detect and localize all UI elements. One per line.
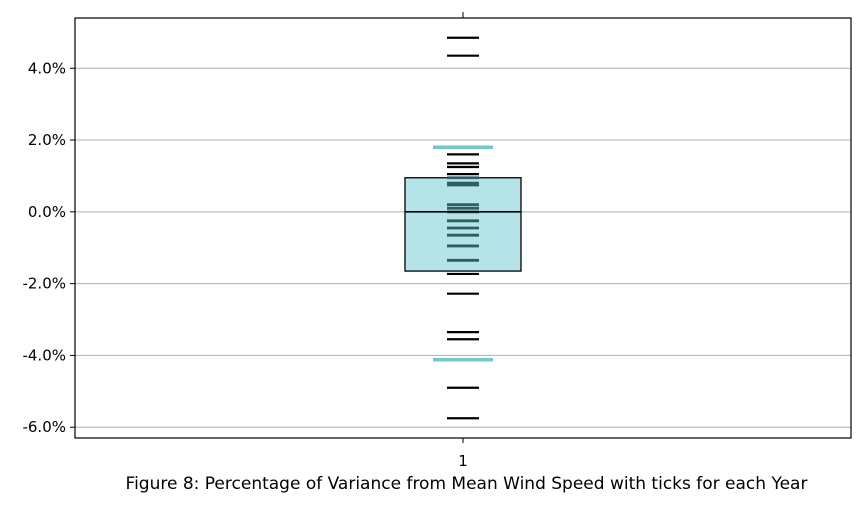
x-tick-label: 1	[458, 452, 468, 470]
y-tick-label: -6.0%	[22, 418, 66, 436]
grid-lines	[75, 67, 851, 428]
yearly-ticks	[405, 36, 521, 420]
y-axis: -6.0% -4.0% -2.0% 0.0% 2.0% 4.0%	[22, 59, 75, 436]
box-iqr	[404, 177, 522, 272]
x-axis: 1	[458, 12, 468, 470]
figure-caption: Figure 8: Percentage of Variance from Me…	[125, 474, 808, 494]
y-tick-label: 4.0%	[28, 59, 66, 77]
y-tick-label: -2.0%	[22, 275, 66, 293]
box-layer	[404, 145, 522, 362]
y-tick-label: 0.0%	[28, 203, 66, 221]
y-tick-label: -4.0%	[22, 346, 66, 364]
y-tick-label: 2.0%	[28, 131, 66, 149]
